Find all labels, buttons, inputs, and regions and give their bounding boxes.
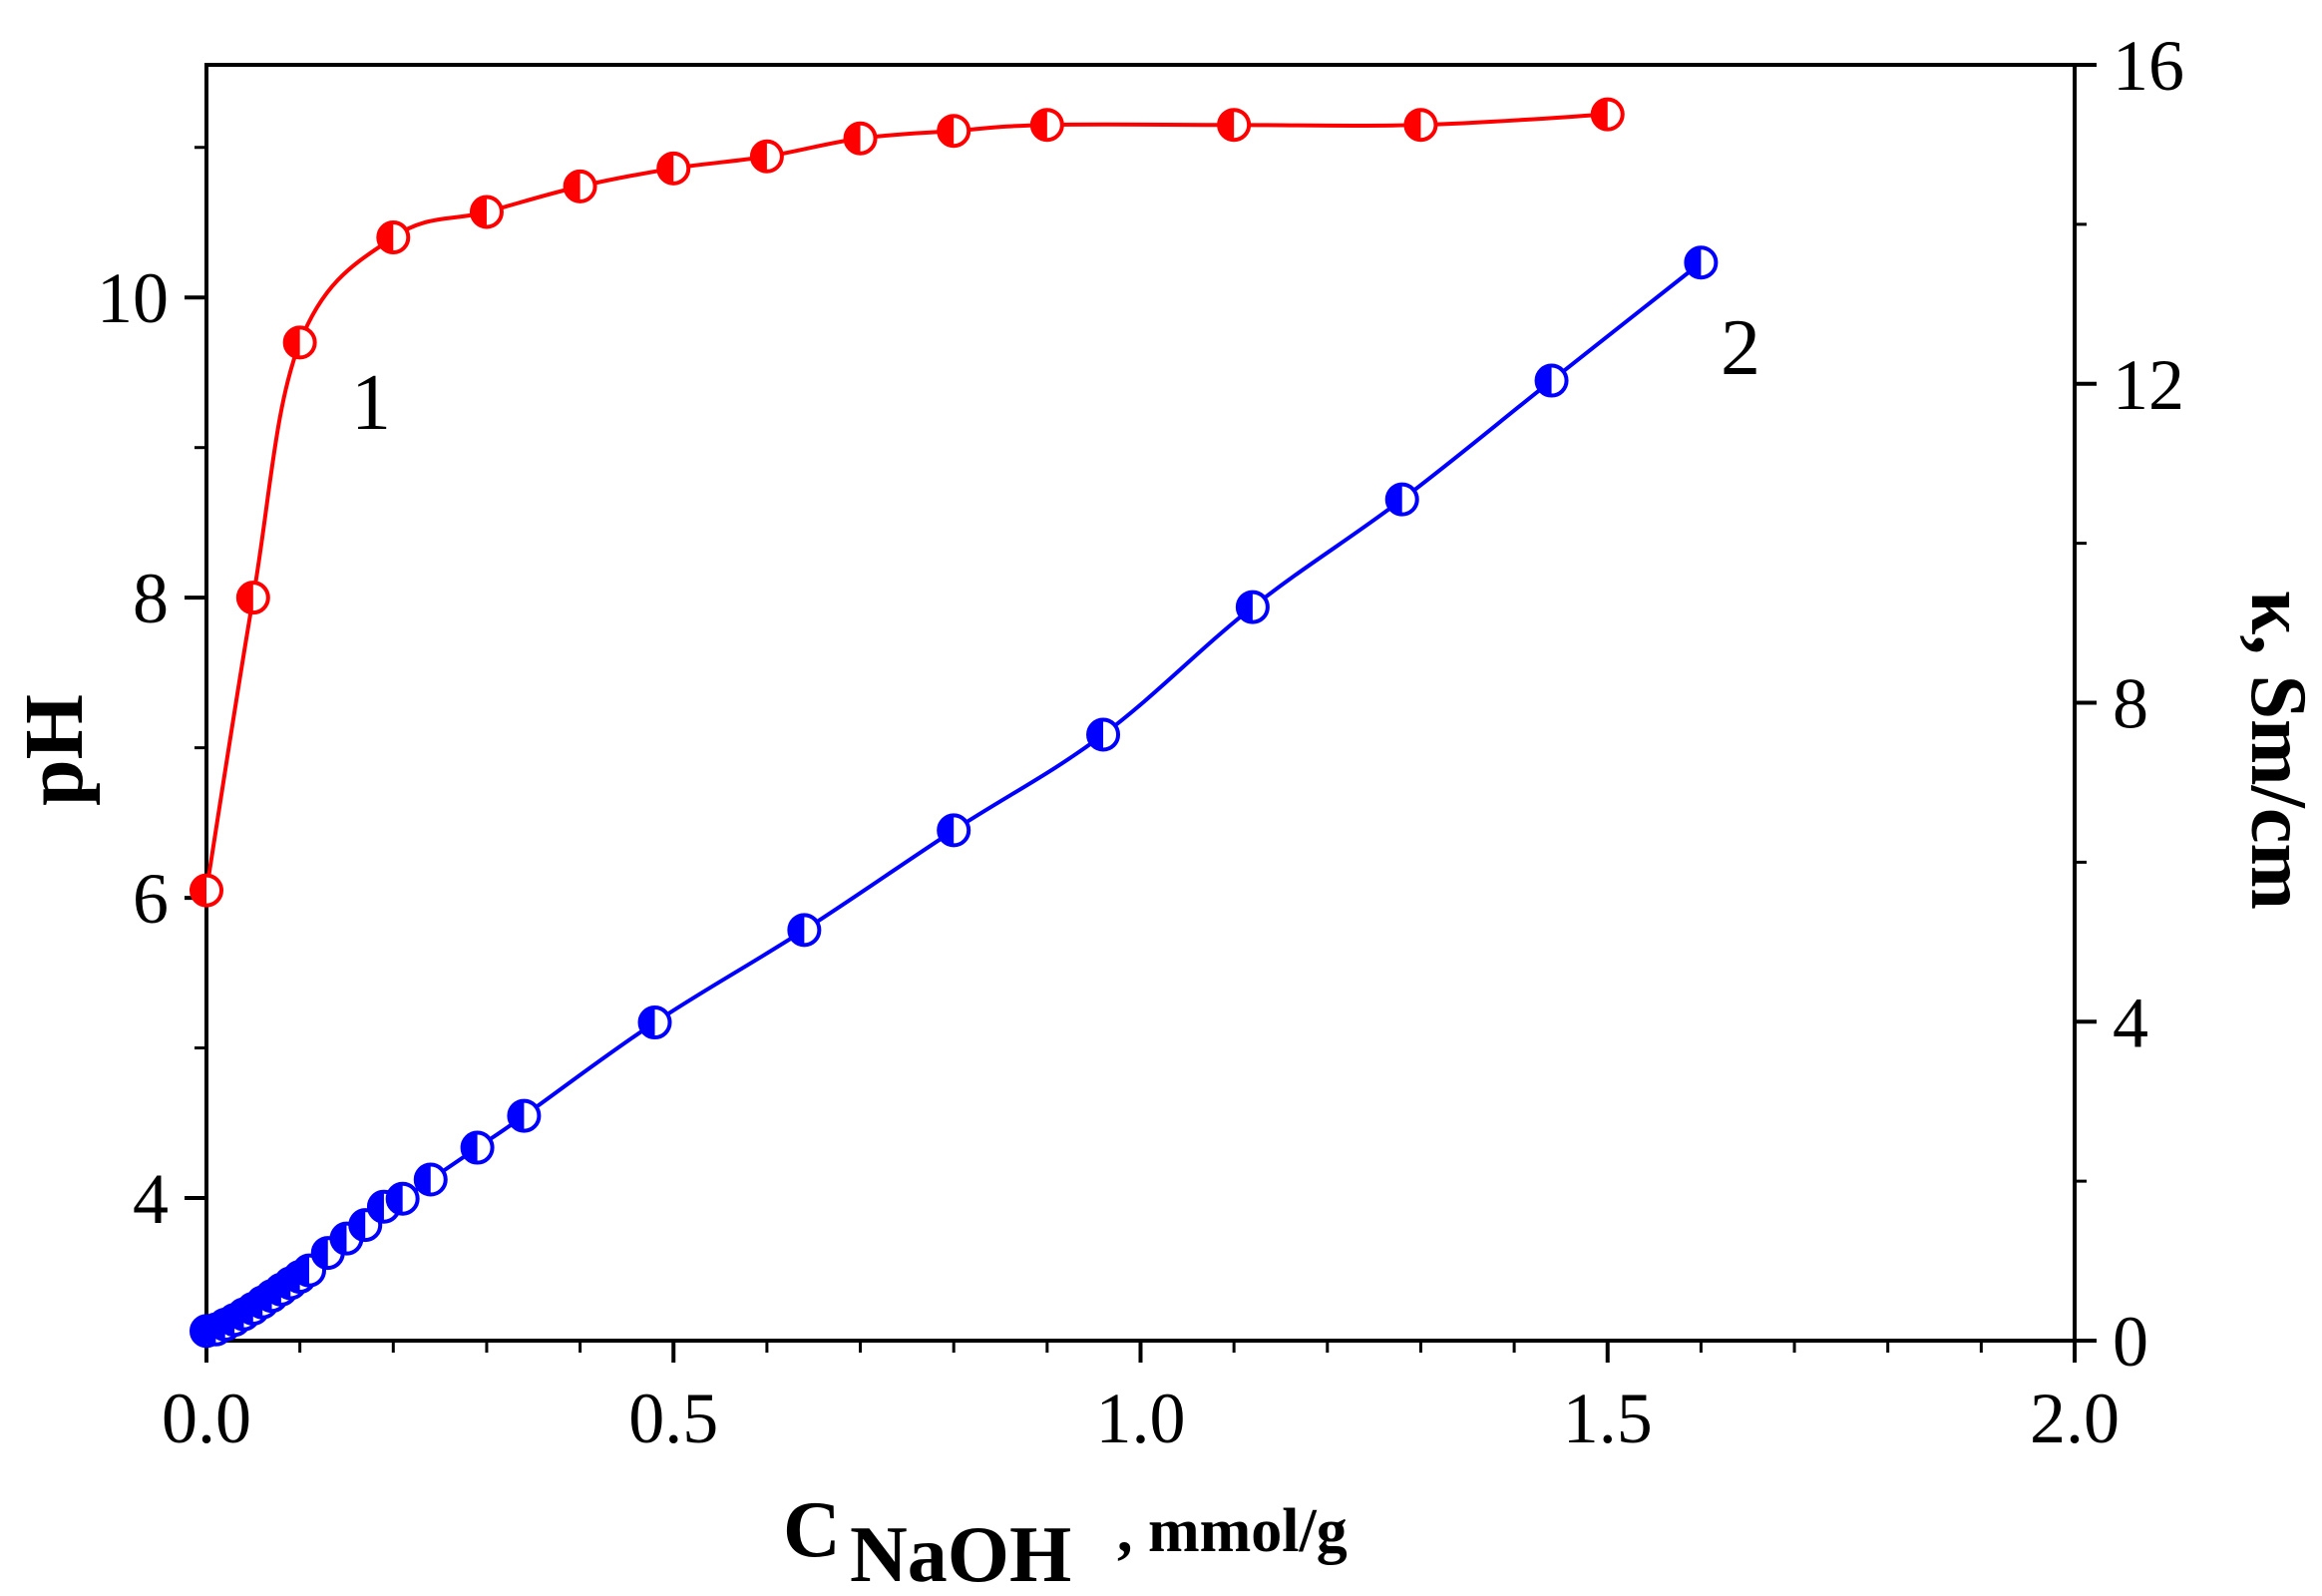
series-1-point xyxy=(749,139,784,174)
series-1-point xyxy=(1403,108,1438,143)
x-tick-label: 1.0 xyxy=(1096,1379,1186,1458)
series-2-point xyxy=(787,913,822,948)
y-left-tick-label: 8 xyxy=(133,559,169,638)
series-2-point xyxy=(507,1098,542,1133)
series-1-point xyxy=(1590,97,1625,132)
series-2-point xyxy=(1384,482,1419,517)
series-1-point xyxy=(1029,108,1064,143)
series-1-point xyxy=(190,873,223,908)
series-2-point xyxy=(1086,717,1121,752)
y-right-tick-label: 16 xyxy=(2113,26,2184,106)
y-left-tick-label: 6 xyxy=(133,859,169,939)
series-1-point xyxy=(937,114,971,149)
series-2-point xyxy=(385,1181,420,1216)
series-1-point xyxy=(469,195,504,229)
x-tick-label: 1.5 xyxy=(1563,1379,1653,1458)
series-2-point xyxy=(937,813,971,848)
x-tick-label: 0.5 xyxy=(628,1379,718,1458)
x-axis-title-unit: , mmol/g xyxy=(1117,1497,1348,1565)
y-right-tick-label: 12 xyxy=(2113,345,2184,425)
series-1-point xyxy=(656,151,691,186)
curve-label-1: 1 xyxy=(351,359,391,447)
series-2-point xyxy=(637,1005,672,1040)
series-lines xyxy=(204,112,1703,1334)
series-points xyxy=(190,97,1719,1349)
series-1-point xyxy=(1217,108,1252,143)
y-right-axis-title: κ, Sm/cm xyxy=(2234,591,2322,910)
series-2-point xyxy=(460,1130,495,1165)
y-left-tick-label: 4 xyxy=(133,1159,169,1239)
y-left-axis-title: pH xyxy=(8,694,101,806)
series-2-point xyxy=(413,1162,448,1197)
series-2-point xyxy=(1235,590,1270,624)
y-right-tick-label: 8 xyxy=(2113,664,2148,744)
y-right-tick-label: 0 xyxy=(2113,1302,2148,1382)
series-1-point xyxy=(282,325,317,360)
series-1-point xyxy=(563,169,597,203)
x-tick-label: 2.0 xyxy=(2030,1379,2120,1458)
series-1-point xyxy=(843,121,878,156)
curve-label-2: 2 xyxy=(1721,304,1760,392)
x-axis-title-subscript: NaOH xyxy=(850,1511,1071,1596)
x-tick-label: 0.0 xyxy=(162,1379,251,1458)
y-right-tick-label: 4 xyxy=(2113,983,2148,1062)
x-axis-title-main: C xyxy=(783,1486,841,1574)
series-2-point xyxy=(1534,363,1569,398)
series-1-point xyxy=(376,220,411,255)
series-2-point xyxy=(1684,245,1719,280)
x-axis-title: C NaOH , mmol/g xyxy=(783,1486,1348,1596)
ticks xyxy=(185,63,2097,1363)
series-1-point xyxy=(235,581,270,615)
y-left-tick-label: 10 xyxy=(97,258,169,338)
